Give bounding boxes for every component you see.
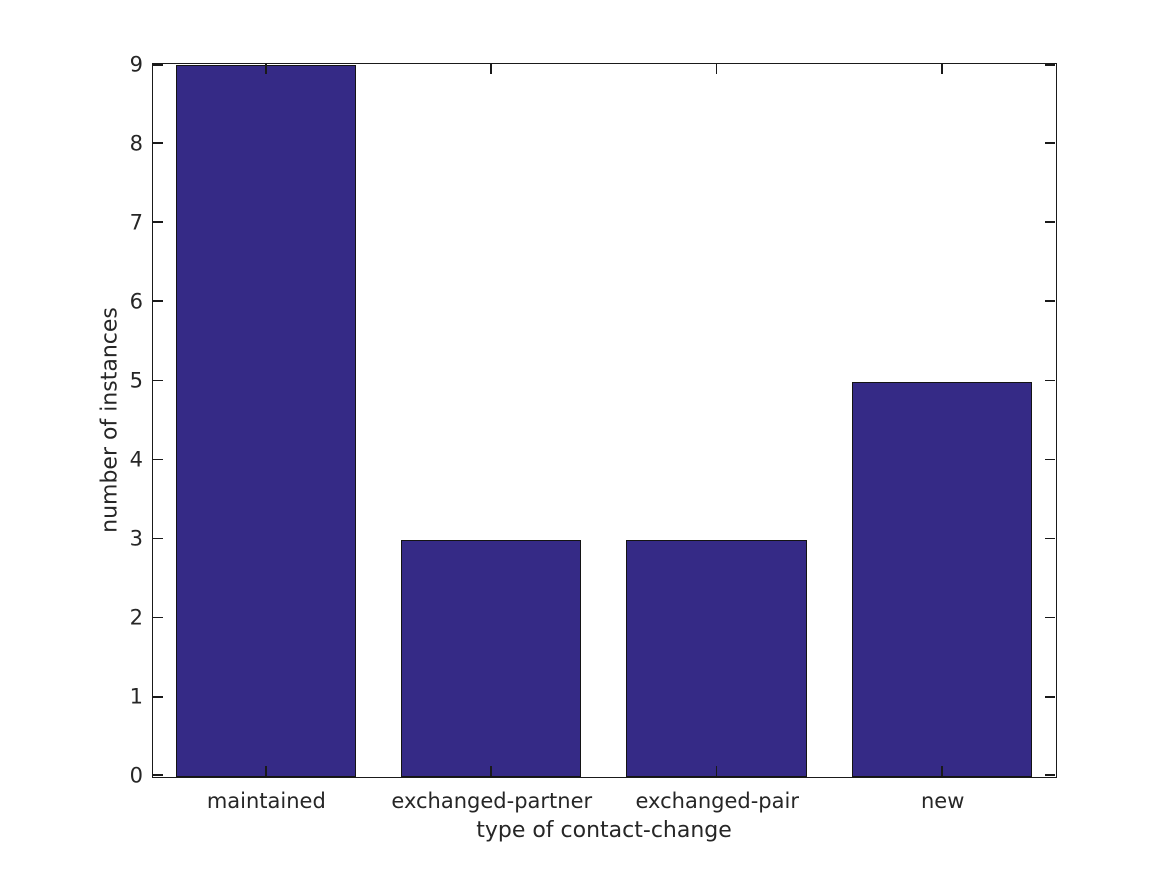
- bar-new: [851, 381, 1033, 777]
- axis-tick: [715, 765, 718, 776]
- y-tick-label-4: 4: [129, 447, 143, 472]
- y-tick-label-0: 0: [129, 763, 143, 788]
- x-tick-label-exchanged-pair: exchanged-pair: [635, 789, 799, 813]
- axis-tick: [715, 64, 718, 74]
- bar-maintained: [175, 65, 356, 777]
- axis-tick: [153, 616, 163, 619]
- x-tick-label-exchanged-partner: exchanged-partner: [391, 789, 593, 813]
- y-tick-label-7: 7: [129, 210, 143, 235]
- axis-tick: [153, 142, 163, 144]
- y-tick-label-1: 1: [129, 684, 143, 709]
- x-tick-label-new: new: [920, 789, 965, 813]
- axis-tick: [1044, 300, 1055, 303]
- y-tick-label-3: 3: [129, 526, 143, 551]
- y-tick-label-8: 8: [129, 131, 143, 156]
- axis-tick: [490, 64, 492, 74]
- axis-tick: [1044, 64, 1055, 66]
- axis-tick: [153, 458, 163, 461]
- y-tick-label-5: 5: [129, 368, 143, 393]
- axis-tick: [153, 221, 163, 223]
- axis-tick: [153, 300, 163, 303]
- y-tick-label-9: 9: [129, 52, 143, 77]
- axis-tick: [153, 774, 163, 776]
- axis-tick: [153, 64, 163, 66]
- axis-tick: [1044, 221, 1055, 223]
- bar-exchanged-partner: [400, 539, 582, 777]
- axis-tick: [941, 765, 943, 776]
- axis-tick: [1044, 616, 1055, 619]
- axis-tick: [153, 379, 163, 382]
- axis-tick: [264, 765, 267, 776]
- plot-area: [152, 63, 1057, 778]
- axis-tick: [264, 64, 267, 74]
- x-tick-label-maintained: maintained: [206, 789, 326, 813]
- axis-tick: [1044, 537, 1055, 540]
- axis-tick: [941, 64, 943, 74]
- axis-tick: [490, 765, 492, 776]
- x-axis-label: type of contact-change: [476, 818, 732, 843]
- axis-tick: [1044, 142, 1055, 144]
- axis-tick: [153, 537, 163, 540]
- y-axis-label: number of instances: [97, 307, 123, 533]
- bar-exchanged-pair: [626, 539, 807, 777]
- axis-tick: [1044, 774, 1055, 776]
- y-tick-label-2: 2: [129, 605, 143, 630]
- y-tick-label-6: 6: [129, 289, 143, 314]
- axis-tick: [153, 695, 163, 698]
- axis-tick: [1044, 458, 1055, 461]
- axis-tick: [1044, 379, 1055, 382]
- axis-tick: [1044, 695, 1055, 698]
